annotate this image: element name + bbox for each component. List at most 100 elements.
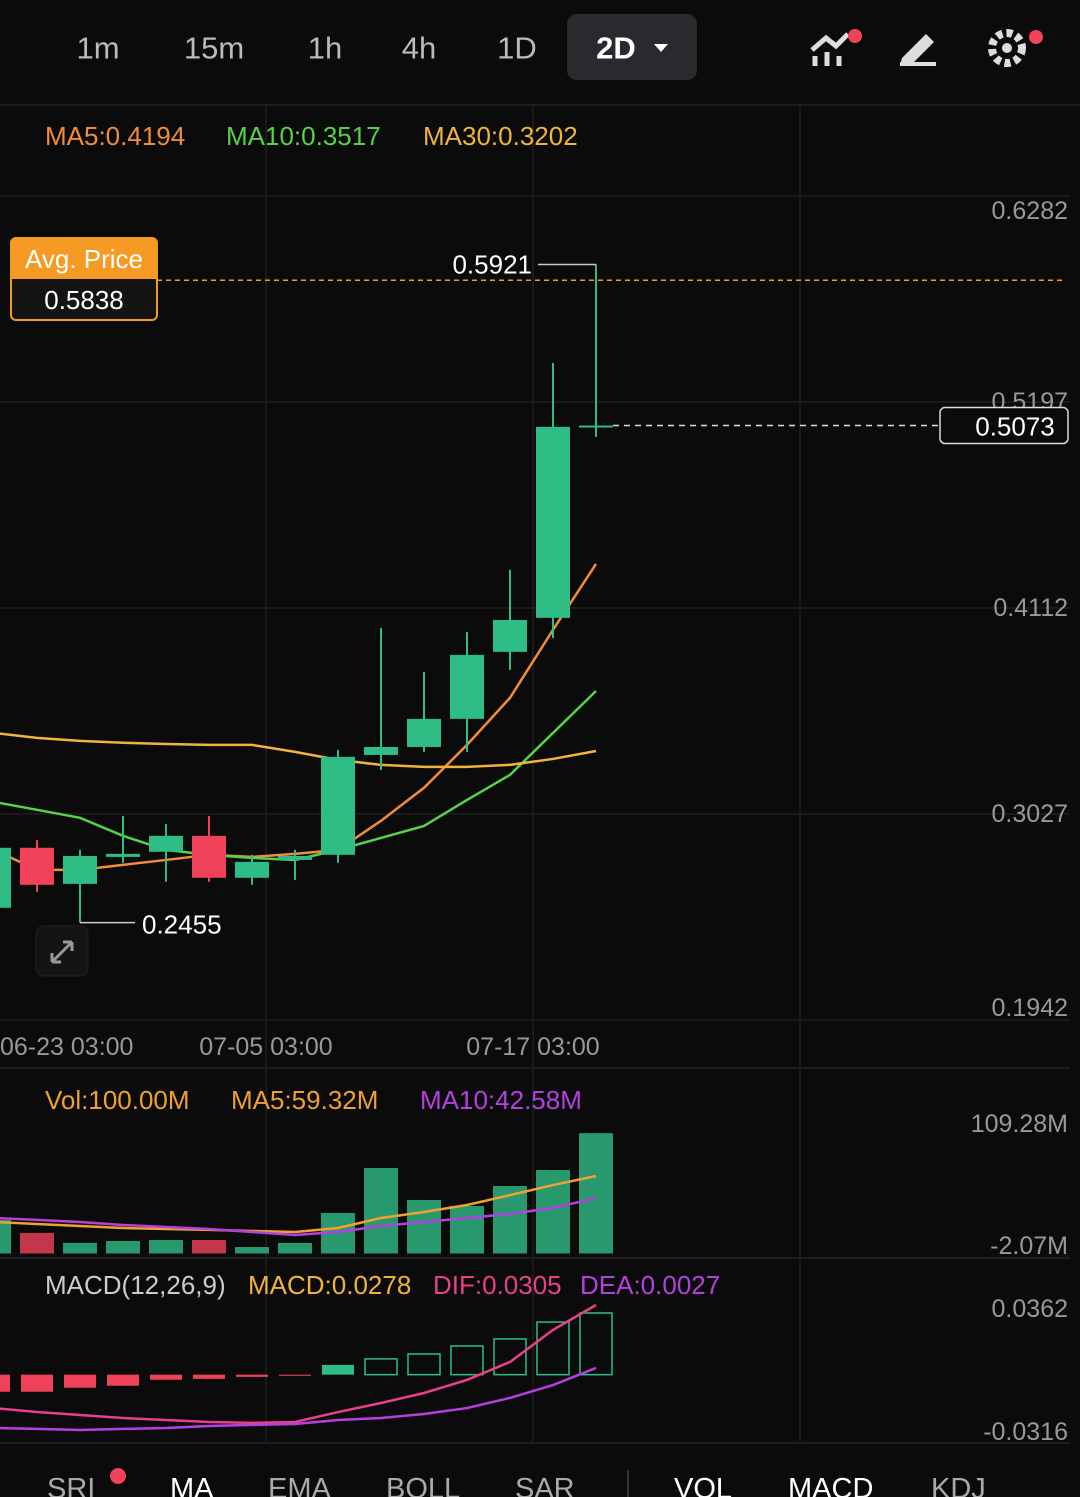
timeframe-tab[interactable]: 2D [596, 31, 636, 66]
macd-legend: MACD:0.0278 [248, 1270, 411, 1300]
volume-bar [63, 1242, 97, 1254]
macd-bar [0, 1374, 10, 1392]
y-tick-label: 0.1942 [992, 994, 1068, 1022]
indicator-tab[interactable]: MA [170, 1473, 214, 1497]
indicator-tab[interactable]: KDJ [931, 1473, 986, 1497]
last-price-box [939, 406, 1069, 445]
candle-body [407, 718, 441, 747]
y-tick-label: 109.28M [971, 1110, 1068, 1138]
volume-bar [149, 1240, 183, 1254]
macd-bar [236, 1374, 268, 1377]
settings-icon[interactable] [988, 29, 1026, 67]
ma-line [0, 732, 597, 769]
timeframe-tab[interactable]: 15m [184, 31, 244, 66]
macd-bar [322, 1364, 354, 1375]
candle-body [278, 855, 312, 860]
volume-bar [106, 1240, 140, 1254]
ma-legend: MA5:0.4194 [45, 121, 185, 151]
low-label: 0.2455 [142, 910, 222, 940]
candle-body [493, 619, 527, 652]
icon-stroke [812, 52, 842, 66]
icon-shape [900, 34, 934, 66]
macd-legend: DIF:0.0305 [433, 1270, 562, 1300]
avg-price-value: 0.5838 [44, 285, 124, 315]
ma-legend: MA30:0.3202 [423, 121, 578, 151]
y-tick-label: 0.0362 [992, 1295, 1068, 1323]
candle-body [364, 746, 398, 755]
timeframe-tab[interactable]: 1D [497, 31, 537, 66]
timeframe-tab[interactable]: 1h [308, 31, 342, 66]
candle-body [149, 835, 183, 852]
candle-body [192, 835, 226, 878]
timeframe-tab[interactable]: 1m [76, 31, 119, 66]
timeframe-tab[interactable]: 4h [402, 31, 436, 66]
volume-bar [0, 1219, 11, 1254]
candle-body [235, 861, 269, 878]
y-tick-label: -2.07M [990, 1232, 1068, 1260]
indicator-tab[interactable]: MACD [788, 1473, 873, 1497]
expand-icon [50, 940, 74, 964]
badge-dot [110, 1468, 126, 1484]
indicator-tab[interactable]: BOLL [386, 1473, 460, 1497]
macd-bar [64, 1374, 96, 1388]
x-tick-label: 07-17 03:00 [466, 1033, 599, 1061]
badge-dot [848, 29, 862, 43]
vol-ma-line [0, 1174, 597, 1234]
vol-ma-line [0, 1196, 597, 1237]
y-tick-label: 0.3027 [992, 800, 1068, 828]
indicator-tab[interactable]: VOL [674, 1473, 732, 1497]
dropdown-caret [654, 44, 668, 52]
indicator-tab[interactable]: SAR [515, 1473, 575, 1497]
draw-icon[interactable] [900, 34, 936, 66]
active-tab-bg [567, 14, 697, 80]
last-price-label: 0.5073 [975, 412, 1055, 442]
x-tick-label: 06-23 03:00 [0, 1033, 133, 1061]
macd-legend: MACD(12,26,9) [45, 1270, 226, 1300]
macd-bar [21, 1374, 53, 1392]
badge-dot [1029, 30, 1043, 44]
avg-price-title: Avg. Price [25, 244, 143, 274]
candle-body [536, 426, 570, 618]
y-tick-label: -0.0316 [983, 1418, 1068, 1446]
ma-legend: MA10:0.3517 [226, 121, 381, 151]
macd-legend: DEA:0.0027 [580, 1270, 720, 1300]
macd-bar [279, 1374, 311, 1376]
candle-body [106, 853, 140, 857]
volume-bar [20, 1232, 54, 1254]
indicator-icon[interactable] [810, 32, 850, 66]
candle-body [63, 855, 97, 884]
volume-bar [407, 1199, 441, 1254]
icon-shape [1002, 43, 1012, 53]
candle-body [0, 847, 11, 908]
candle-body [321, 756, 355, 855]
macd-bar [536, 1321, 570, 1376]
volume-bar [364, 1167, 398, 1254]
vol-legend: MA10:42.58M [420, 1085, 582, 1115]
volume-bar [235, 1247, 269, 1254]
macd-line [0, 1366, 597, 1432]
macd-bar [150, 1374, 182, 1380]
volume-bar [278, 1242, 312, 1254]
avg-price-head [11, 238, 157, 279]
indicator-tab[interactable]: SRI [47, 1473, 95, 1497]
volume-bar [450, 1205, 484, 1254]
chart-layer: 1m 15m 1h 4h 1D 2D MA5:0.4194 MA10:0.3517 MA30:0… [0, 31, 1070, 1497]
macd-bar [493, 1338, 527, 1376]
candle-body [20, 847, 54, 885]
y-tick-label: 0.6282 [992, 197, 1068, 225]
candle-body [450, 654, 484, 719]
icon-shape [988, 29, 1026, 67]
macd-line [0, 1303, 597, 1425]
macd-bar [450, 1345, 484, 1376]
indicator-tab[interactable]: EMA [268, 1473, 332, 1497]
vol-legend: Vol:100.00M [45, 1085, 190, 1115]
macd-bar [193, 1374, 225, 1379]
y-tick-label: 0.4112 [993, 594, 1068, 622]
high-label: 0.5921 [452, 250, 532, 280]
x-tick-label: 07-05 03:00 [199, 1033, 332, 1061]
macd-bar [107, 1374, 139, 1386]
macd-bar [407, 1353, 441, 1376]
candle-body [579, 425, 613, 428]
volume-bar [579, 1133, 613, 1254]
